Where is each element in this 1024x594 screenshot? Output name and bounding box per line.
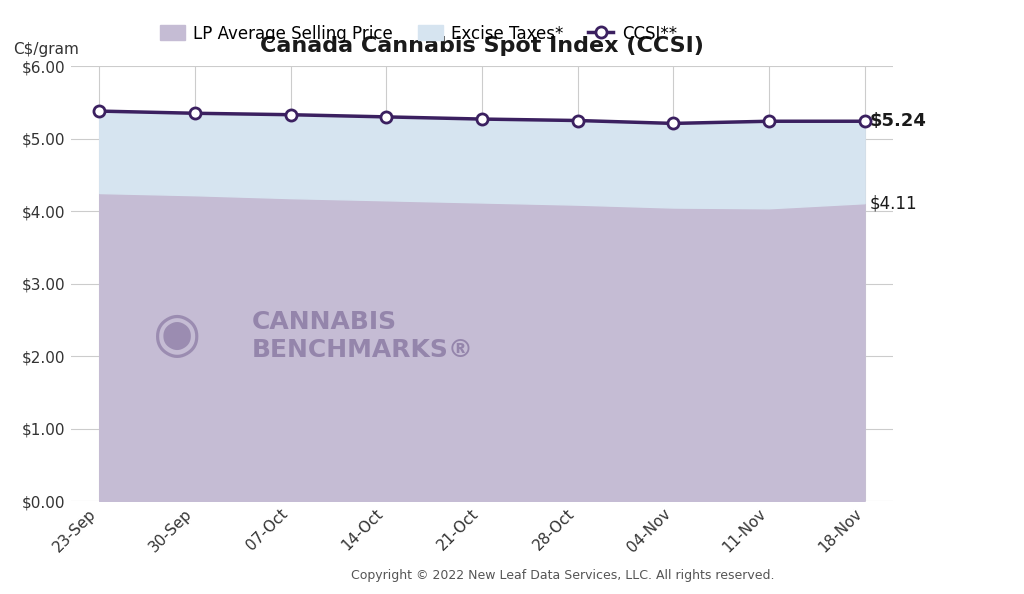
Legend: LP Average Selling Price, Excise Taxes*, CCSI**: LP Average Selling Price, Excise Taxes*,… (153, 18, 683, 49)
Text: $5.24: $5.24 (869, 112, 927, 130)
Text: Copyright © 2022 New Leaf Data Services, LLC. All rights reserved.: Copyright © 2022 New Leaf Data Services,… (351, 569, 775, 582)
Text: CANNABIS
BENCHMARKS®: CANNABIS BENCHMARKS® (252, 310, 473, 362)
Text: ◉: ◉ (154, 309, 202, 363)
Text: $4.11: $4.11 (869, 194, 916, 212)
Y-axis label: C$/gram: C$/gram (13, 42, 79, 58)
Title: Canada Cannabis Spot Index (CCSI): Canada Cannabis Spot Index (CCSI) (260, 36, 703, 56)
